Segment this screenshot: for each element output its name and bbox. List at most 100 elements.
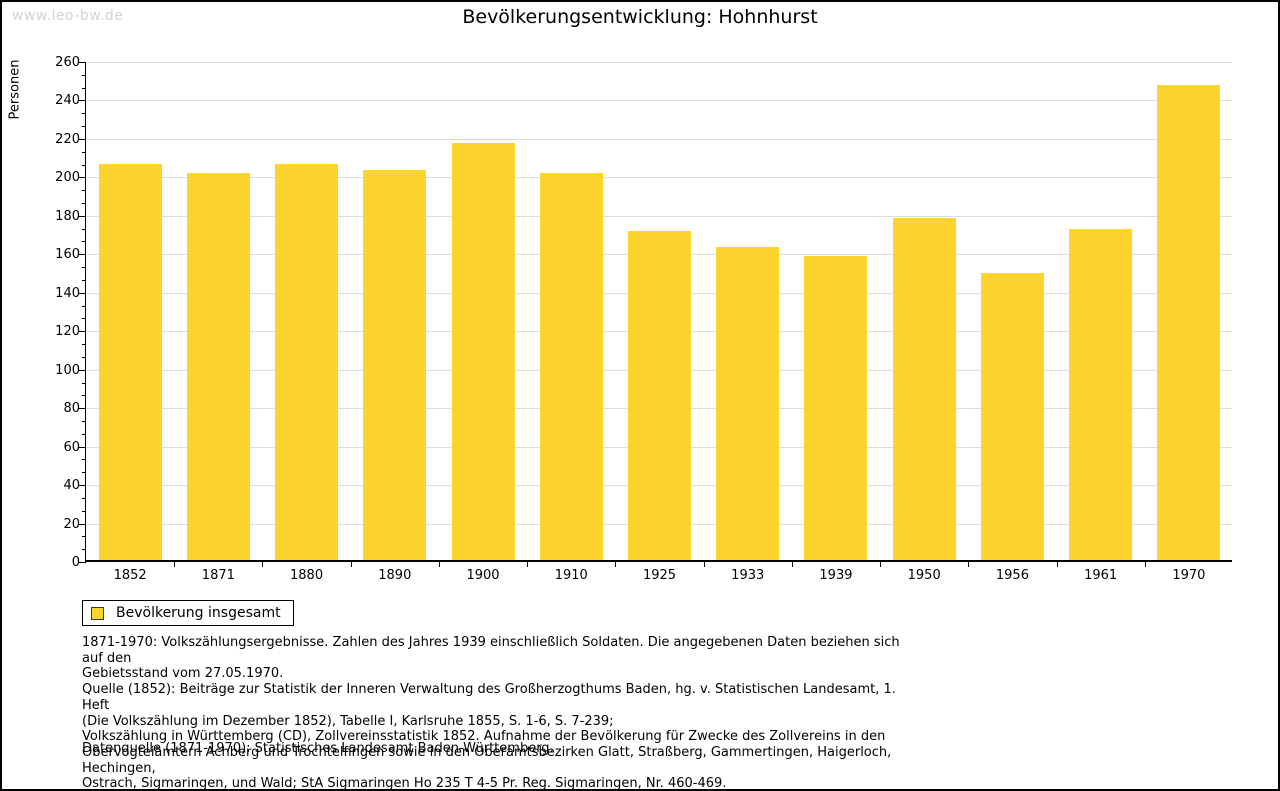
y-axis-minor-tick — [82, 267, 86, 269]
y-axis-minor-tick — [82, 344, 86, 346]
bar — [892, 217, 956, 560]
y-axis-minor-tick — [82, 228, 86, 230]
x-axis-tick-label: 1890 — [378, 568, 412, 583]
y-axis-tick-label: 180 — [55, 208, 80, 224]
y-axis-tick-label: 40 — [63, 478, 80, 494]
x-axis-boundary-tick — [438, 562, 440, 567]
notes-line: Obervogteiämtern Achberg und Trochtelfin… — [82, 744, 892, 776]
y-axis-tick-label: 260 — [55, 55, 80, 70]
y-axis-minor-tick — [82, 549, 86, 551]
x-axis-tick-label: 1961 — [1084, 568, 1118, 583]
y-axis-major-tick — [78, 62, 86, 63]
y-axis-minor-tick — [82, 459, 86, 461]
y-axis-tick-label: 140 — [55, 285, 80, 301]
y-axis-tick-label: 240 — [55, 93, 80, 109]
y-axis-minor-tick — [82, 113, 86, 115]
x-axis-tick-label: 1910 — [554, 568, 588, 583]
y-axis-minor-tick — [82, 433, 86, 435]
x-axis-tick-label: 1970 — [1172, 568, 1206, 583]
y-axis-major-tick — [78, 523, 86, 525]
y-axis-minor-tick — [82, 420, 86, 422]
y-axis-minor-tick — [82, 190, 86, 192]
x-axis-tick-label: 1900 — [466, 568, 500, 583]
notes-line: 1871-1970: Volkszählungsergebnisse. Zahl… — [82, 635, 900, 666]
x-axis-boundary-tick — [174, 562, 176, 567]
y-axis-major-tick — [78, 292, 86, 294]
y-axis-tick-label: 220 — [55, 131, 80, 147]
x-axis-boundary-tick — [262, 562, 264, 567]
y-axis-major-tick — [78, 254, 86, 256]
y-axis-minor-tick — [82, 87, 86, 89]
x-axis-tick-label: 1950 — [907, 568, 941, 583]
bar — [980, 273, 1044, 560]
y-axis-tick-label: 0 — [71, 555, 80, 570]
bar — [1157, 85, 1221, 560]
bar — [628, 231, 691, 560]
y-axis-minor-tick — [82, 382, 86, 384]
x-axis-boundary-tick — [791, 562, 793, 567]
y-gridline — [86, 100, 1232, 102]
bar — [451, 142, 515, 560]
y-axis-minor-tick — [82, 164, 86, 166]
legend-label: Bevölkerung insgesamt — [116, 605, 281, 621]
y-axis-minor-tick — [82, 318, 86, 320]
y-axis-minor-tick — [82, 510, 86, 512]
bar — [363, 169, 427, 560]
y-axis-minor-tick — [82, 356, 86, 358]
y-axis-tick-label: 100 — [55, 362, 80, 378]
x-axis-boundary-tick — [703, 562, 705, 567]
notes-line: Ostrach, Sigmaringen, und Wald; StA Sigm… — [82, 776, 727, 791]
y-axis-tick-label: 200 — [55, 170, 80, 186]
x-axis-tick-label: 1880 — [290, 568, 324, 583]
y-axis-major-tick — [78, 446, 86, 448]
y-gridline — [86, 138, 1232, 140]
page-title: Bevölkerungsentwicklung: Hohnhurst — [462, 6, 818, 28]
plot-area: 0 20 40 60 80 100 120 140 160 180 200 220 240 260 1852… — [55, 55, 1232, 583]
y-axis-tick-label: 60 — [63, 439, 80, 455]
bar — [275, 163, 339, 560]
y-axis-tick-label: 20 — [63, 516, 80, 532]
y-axis-major-tick — [78, 138, 86, 140]
y-axis-major-tick — [78, 369, 86, 371]
x-axis-boundary-tick — [527, 562, 529, 567]
y-axis-minor-tick — [82, 305, 86, 307]
y-gridline — [86, 215, 1232, 217]
watermark: www.leo-bw.de — [12, 8, 124, 24]
x-axis-tick-label: 1871 — [201, 568, 235, 583]
x-axis-boundary-tick — [880, 562, 882, 567]
y-axis-tick-label: 80 — [63, 401, 80, 417]
y-axis-major-tick — [78, 485, 86, 487]
y-axis-minor-tick — [82, 497, 86, 499]
bar — [186, 173, 250, 560]
bar — [98, 163, 162, 560]
x-axis-tick-label: 1852 — [113, 568, 147, 583]
y-axis-major-tick — [78, 331, 86, 333]
y-gridline — [86, 177, 1232, 179]
y-axis-minor-tick — [82, 472, 86, 474]
y-axis-minor-tick — [82, 151, 86, 153]
bar — [1069, 229, 1133, 560]
x-axis-boundary-tick — [968, 562, 970, 567]
notes-line: Volkszählung in Württemberg (CD), Zollve… — [82, 729, 886, 745]
y-axis-major-tick — [78, 215, 86, 217]
y-axis-title: Personen — [7, 59, 23, 120]
legend-swatch-icon — [91, 606, 104, 620]
y-axis-major-tick — [78, 408, 86, 410]
legend: Bevölkerung insgesamt — [82, 600, 294, 626]
y-axis-major-tick — [78, 177, 86, 179]
y-axis-minor-tick — [82, 395, 86, 397]
x-axis-tick-label: 1933 — [731, 568, 765, 583]
x-axis-boundary-tick — [1056, 562, 1058, 567]
x-axis-tick-label: 1956 — [995, 568, 1029, 583]
notes-line: (Die Volkszählung im Dezember 1852), Tab… — [82, 713, 614, 729]
bar — [716, 246, 780, 560]
datasource-note: Datenquelle (1871-1970): Statistisches L… — [82, 741, 554, 756]
y-axis-minor-tick — [82, 126, 86, 128]
notes: 1871-1970: Volkszählungsergebnisse. Zahl… — [82, 635, 922, 791]
y-axis-minor-tick — [82, 74, 86, 76]
bar — [539, 173, 603, 560]
y-axis-minor-tick — [82, 279, 86, 281]
y-axis-minor-tick — [82, 203, 86, 205]
y-gridline — [86, 62, 1232, 63]
